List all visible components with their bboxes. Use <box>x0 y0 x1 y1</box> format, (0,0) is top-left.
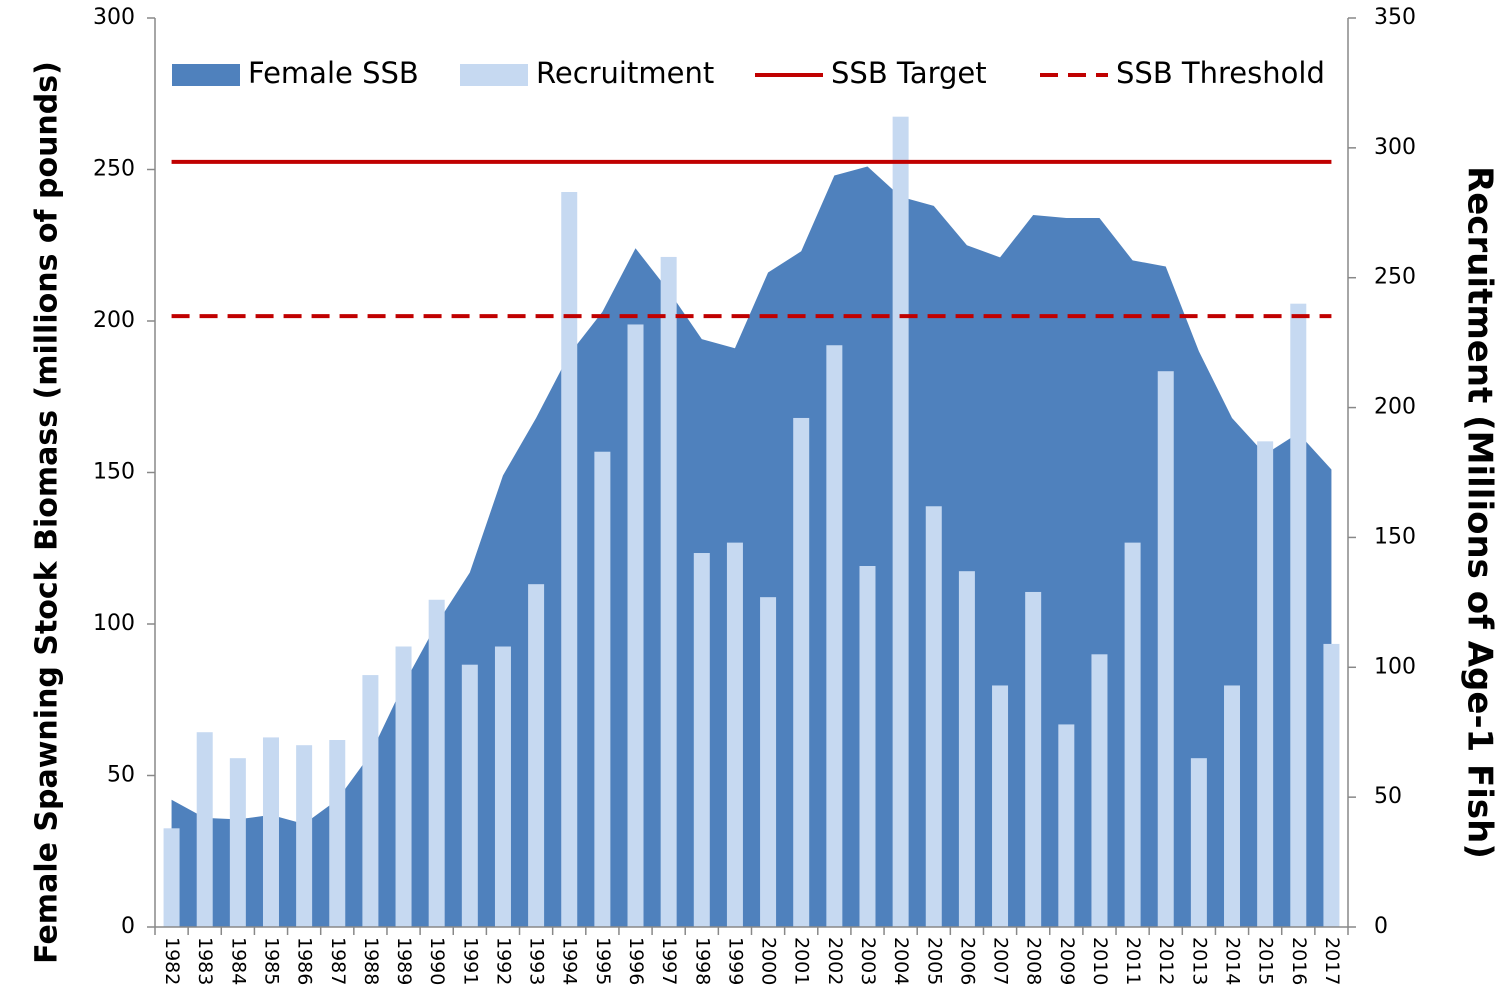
x-tick-label: 1983 <box>194 937 216 985</box>
y2-tick-label: 50 <box>1374 784 1402 809</box>
bar <box>428 599 445 927</box>
y-tick-label: 0 <box>121 914 135 939</box>
x-tick-label: 2005 <box>923 937 945 985</box>
bar <box>793 417 810 927</box>
bar <box>229 758 246 927</box>
x-tick-label: 2000 <box>758 937 780 985</box>
bar <box>992 685 1009 927</box>
legend-label: SSB Threshold <box>1116 56 1325 90</box>
x-tick-label: 2015 <box>1255 937 1277 985</box>
x-tick-label: 2004 <box>890 937 912 985</box>
bar <box>660 256 677 927</box>
bar <box>693 553 710 927</box>
x-tick-label: 1985 <box>260 937 282 985</box>
legend-swatch <box>460 64 528 86</box>
x-tick-label: 2002 <box>824 937 846 985</box>
x-tick-label: 1991 <box>459 937 481 985</box>
x-tick-label: 2001 <box>791 937 813 985</box>
bar <box>329 740 346 927</box>
bar <box>925 506 942 927</box>
x-tick-label: 2013 <box>1188 937 1210 985</box>
x-tick-label: 2011 <box>1122 937 1144 985</box>
bar <box>1224 685 1241 927</box>
x-tick-label: 2010 <box>1089 937 1111 985</box>
y-tick-label: 150 <box>93 460 135 485</box>
y-tick-label: 100 <box>93 611 135 636</box>
legend-label: Recruitment <box>536 56 714 90</box>
x-tick-label: 2014 <box>1222 937 1244 985</box>
x-tick-label: 2008 <box>1023 937 1045 985</box>
y2-tick-label: 100 <box>1374 654 1416 679</box>
bar <box>760 597 777 927</box>
bar <box>296 745 313 927</box>
area <box>171 166 1332 928</box>
bar <box>1157 371 1174 927</box>
x-tick-label: 1988 <box>360 937 382 985</box>
x-tick-label: 1989 <box>393 937 415 985</box>
x-tick-label: 1990 <box>426 937 448 985</box>
bar <box>196 732 213 927</box>
bar <box>461 664 478 927</box>
legend-swatch <box>172 64 240 86</box>
x-tick-label: 2012 <box>1155 937 1177 985</box>
bar <box>561 192 578 928</box>
y2-tick-label: 250 <box>1374 265 1416 290</box>
x-tick-label: 1992 <box>492 937 514 985</box>
bar <box>859 565 876 927</box>
bar <box>528 584 545 927</box>
x-tick-label: 1994 <box>559 937 581 985</box>
x-tick-label: 1993 <box>526 937 548 985</box>
y2-tick-label: 350 <box>1374 5 1416 30</box>
bar <box>1323 643 1340 927</box>
bar <box>958 571 975 927</box>
x-tick-label: 2017 <box>1321 937 1343 985</box>
x-tick-label: 2003 <box>857 937 879 985</box>
y-tick-label: 50 <box>107 763 135 788</box>
x-tick-label: 1987 <box>327 937 349 985</box>
y-tick-label: 200 <box>93 308 135 333</box>
y-axis-label: Female Spawning Stock Biomass (millions … <box>30 61 65 964</box>
legend-label: SSB Target <box>831 56 987 90</box>
y-tick-label: 300 <box>93 5 135 30</box>
y2-tick-label: 0 <box>1374 914 1388 939</box>
x-tick-label: 2009 <box>1056 937 1078 985</box>
x-tick-label: 1986 <box>294 937 316 985</box>
x-tick-label: 2016 <box>1288 937 1310 985</box>
bar <box>1290 303 1307 928</box>
bar <box>494 646 511 927</box>
legend-label: Female SSB <box>248 56 419 90</box>
x-tick-label: 1999 <box>724 937 746 985</box>
bar <box>594 451 611 927</box>
y-tick-label: 250 <box>93 157 135 182</box>
bar <box>1190 758 1207 927</box>
bar <box>1025 591 1042 927</box>
x-tick-label: 1984 <box>227 937 249 985</box>
bar <box>1257 441 1274 927</box>
x-tick-label: 1995 <box>592 937 614 985</box>
x-tick-label: 1982 <box>161 937 183 985</box>
bar <box>627 324 644 927</box>
y2-tick-label: 300 <box>1374 135 1416 160</box>
x-tick-label: 1997 <box>658 937 680 985</box>
y2-axis-label: Recruitment (Millions of Age-1 Fish) <box>1460 166 1500 859</box>
bar <box>163 828 180 927</box>
x-tick-label: 1998 <box>691 937 713 985</box>
x-tick-label: 1996 <box>625 937 647 985</box>
bar <box>1091 654 1108 927</box>
x-tick-label: 2006 <box>956 937 978 985</box>
bar <box>1124 542 1141 927</box>
x-tick-label: 2007 <box>990 937 1012 985</box>
bar <box>362 675 379 927</box>
bar <box>395 646 412 927</box>
bar <box>1058 724 1075 927</box>
bar <box>826 345 843 927</box>
bar <box>262 737 279 927</box>
bar <box>726 542 743 927</box>
y2-tick-label: 200 <box>1374 395 1416 420</box>
bar <box>892 116 909 928</box>
y2-tick-label: 150 <box>1374 524 1416 549</box>
